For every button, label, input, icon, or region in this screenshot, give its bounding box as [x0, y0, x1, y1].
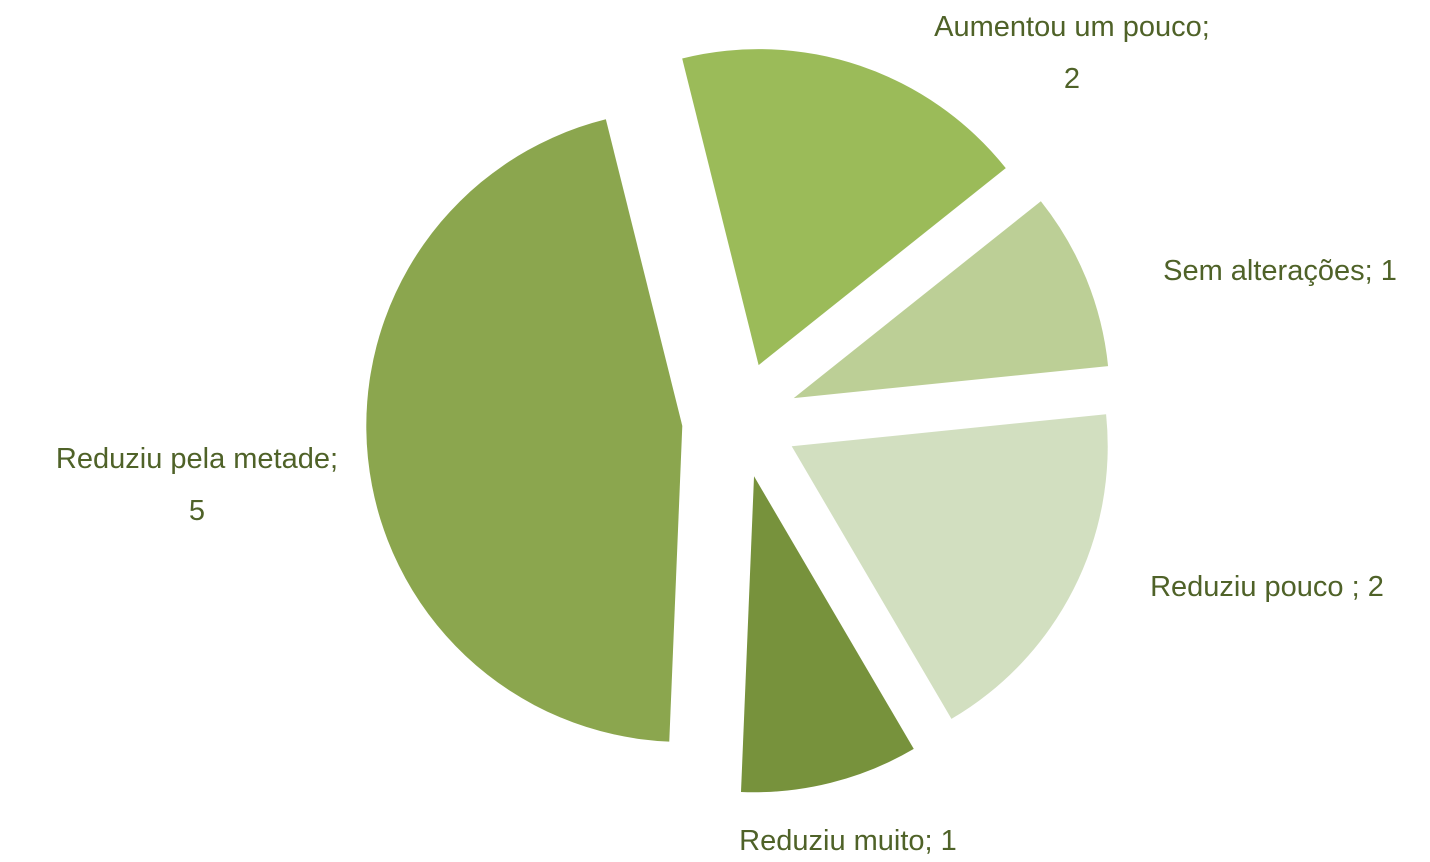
label-separator: ;: [1202, 11, 1210, 43]
label-name: Reduziu muito: [739, 825, 924, 857]
data-label: Reduziu pela metade; 5: [56, 443, 338, 527]
pie-slice: [366, 119, 683, 742]
pie-slice: [791, 414, 1108, 719]
label-separator: ;: [1352, 571, 1368, 603]
data-label: Sem alterações; 1: [1163, 255, 1397, 287]
label-name: Reduziu pouco: [1150, 571, 1352, 603]
pie-slice: [793, 201, 1109, 399]
label-value: 1: [941, 825, 957, 857]
label-name: Sem alterações: [1163, 255, 1365, 287]
data-label: Aumentou um pouco; 2: [934, 11, 1210, 95]
label-value: 1: [1381, 255, 1397, 287]
label-separator: ;: [1365, 255, 1381, 287]
label-name: Reduziu pela metade: [56, 443, 330, 475]
label-name: Aumentou um pouco: [934, 11, 1202, 43]
data-label: Reduziu pouco ; 2: [1150, 571, 1384, 603]
data-label: Reduziu muito; 1: [739, 825, 957, 857]
label-separator: ;: [925, 825, 941, 857]
label-value: 5: [189, 495, 205, 527]
label-value: 2: [1064, 63, 1080, 95]
label-separator: ;: [330, 443, 338, 475]
label-value: 2: [1368, 571, 1384, 603]
pie-slice: [682, 49, 1006, 366]
pie-slice: [740, 476, 914, 793]
